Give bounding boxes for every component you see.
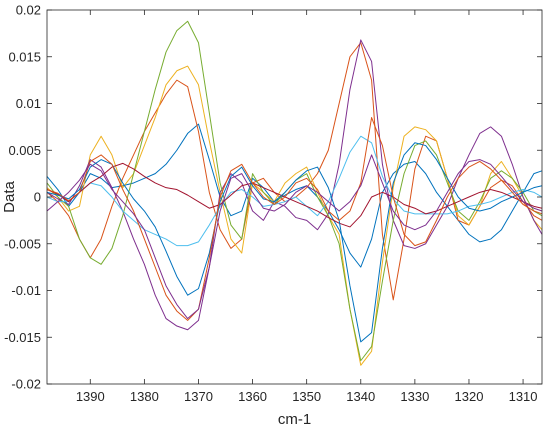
y-tick-label: 0.005 [8, 143, 41, 158]
series-line-3 [46, 65, 543, 366]
series-line-1 [46, 123, 543, 268]
x-tick-label: 1350 [292, 389, 321, 404]
x-tick-label: 1340 [346, 389, 375, 404]
series-line-6 [46, 135, 543, 247]
x-tick-label: 1330 [400, 389, 429, 404]
x-axis-label: cm-1 [278, 411, 311, 428]
series-layer [46, 20, 543, 366]
series-line-9 [46, 117, 543, 321]
y-tick-label: -0.015 [4, 330, 41, 345]
x-tick-label: 1370 [184, 389, 213, 404]
y-axis-ticks: 0.02 0.015 0.01 0.005 0 -0.005 -0.01 -0.015 -0.0… [4, 3, 542, 392]
y-tick-label: 0.02 [16, 3, 41, 18]
x-tick-label: 1320 [455, 389, 484, 404]
series-line-4 [46, 39, 543, 331]
x-axis-ticks: 1390 1380 1370 1360 1350 1340 1330 1320 1310 [76, 10, 538, 404]
y-tick-label: 0 [34, 190, 41, 205]
x-tick-label: 1390 [76, 389, 105, 404]
series-line-10 [46, 154, 543, 320]
y-axis-label: Data [1, 181, 18, 213]
x-tick-label: 1380 [130, 389, 159, 404]
series-line-8 [46, 142, 543, 343]
y-tick-label: 0.01 [16, 96, 41, 111]
y-tick-label: 0.015 [8, 49, 41, 64]
y-tick-label: -0.02 [11, 377, 41, 392]
x-tick-label: 1310 [509, 389, 538, 404]
x-tick-label: 1360 [238, 389, 267, 404]
y-tick-label: -0.005 [4, 236, 41, 251]
y-tick-label: -0.01 [11, 283, 41, 298]
